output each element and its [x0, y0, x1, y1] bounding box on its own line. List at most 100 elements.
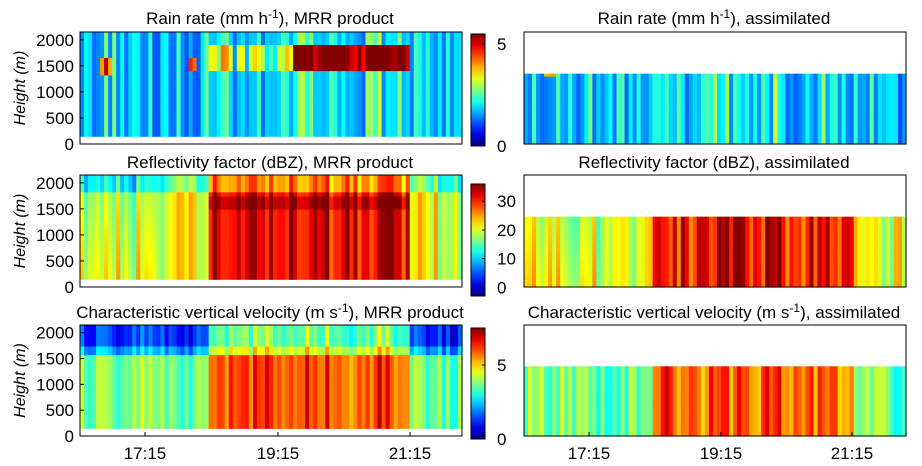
heatmap-cell	[676, 108, 682, 113]
heatmap-cell	[564, 91, 569, 95]
heatmap-cell	[281, 71, 286, 77]
heatmap-cell	[604, 120, 610, 125]
heatmap-cell	[841, 135, 847, 139]
heatmap-cell	[600, 114, 606, 119]
heatmap-cell	[112, 53, 117, 59]
heatmap-cell	[789, 108, 795, 113]
heatmap-cell	[124, 201, 129, 206]
heatmap-cell	[660, 120, 666, 125]
heatmap-cell	[240, 92, 246, 98]
heatmap-cell	[684, 141, 690, 145]
heatmap-cell	[104, 127, 109, 133]
heatmap-cell	[405, 58, 411, 63]
heatmap-cell	[100, 66, 105, 72]
heatmap-cell	[100, 248, 105, 254]
heatmap-cell	[333, 123, 338, 129]
heatmap-cell	[385, 84, 391, 90]
heatmap-cell	[156, 131, 162, 137]
heatmap-cell	[285, 66, 290, 72]
heatmap-cell	[441, 71, 447, 77]
heatmap-cell	[676, 105, 682, 110]
heatmap-cell	[845, 111, 851, 116]
heatmap-cell	[260, 40, 266, 46]
heatmap-cell	[333, 71, 338, 77]
heatmap-cell	[369, 62, 375, 68]
heatmap-cell	[228, 71, 234, 77]
heatmap-cell	[564, 129, 569, 133]
heatmap-cell	[112, 71, 117, 77]
heatmap-cell	[712, 117, 718, 122]
heatmap-cell	[84, 235, 89, 241]
heatmap-cell	[548, 85, 553, 89]
heatmap-cell	[433, 58, 439, 63]
heatmap-cell	[256, 58, 262, 63]
heatmap-cell	[285, 75, 290, 81]
heatmap-cell	[437, 32, 443, 37]
heatmap-cell	[841, 120, 847, 125]
heatmap-cell	[797, 114, 803, 119]
heatmap-cell	[224, 123, 230, 129]
heatmap-cell	[524, 126, 529, 130]
heatmap-cell	[293, 92, 298, 98]
heatmap-cell	[712, 88, 718, 92]
heatmap-cell	[132, 53, 137, 59]
heatmap-cell	[333, 110, 338, 116]
heatmap-cell	[552, 76, 557, 81]
heatmap-cell	[405, 92, 411, 98]
heatmap-cell	[353, 49, 359, 55]
heatmap-cell	[337, 58, 342, 63]
heatmap-cell	[104, 257, 109, 263]
heatmap-cell	[877, 76, 883, 81]
heatmap-cell	[773, 132, 778, 136]
heatmap-cell	[841, 114, 847, 119]
heatmap-cell	[425, 49, 431, 55]
heatmap-cell	[405, 114, 411, 120]
heatmap-cell	[252, 62, 258, 68]
heatmap-cell	[349, 40, 355, 46]
heatmap-cell	[616, 138, 622, 142]
heatmap-cell	[164, 49, 170, 55]
heatmap-cell	[853, 73, 859, 78]
heatmap-cell	[301, 79, 306, 85]
heatmap-cell	[333, 92, 338, 98]
heatmap-cell	[385, 32, 391, 37]
heatmap-cell	[92, 192, 97, 198]
heatmap-cell	[700, 91, 706, 95]
heatmap-cell	[761, 129, 766, 133]
heatmap-cell	[801, 141, 807, 145]
heatmap-cell	[733, 114, 738, 119]
heatmap-cell	[381, 105, 387, 111]
heatmap-cell	[749, 108, 754, 113]
heatmap-cell	[861, 105, 867, 110]
heatmap-cell	[777, 114, 782, 119]
heatmap-cell	[608, 76, 614, 81]
heatmap-cell	[849, 105, 855, 110]
heatmap-cell	[196, 131, 202, 137]
heatmap-cell	[345, 40, 351, 46]
heatmap-cell	[648, 85, 654, 89]
heatmap-cell	[297, 101, 302, 107]
heatmap-cell	[793, 100, 799, 104]
heatmap-cell	[433, 92, 439, 98]
heatmap-cell	[777, 102, 782, 107]
heatmap-cell	[773, 97, 778, 101]
heatmap-cell	[236, 123, 242, 129]
heatmap-cell	[789, 132, 795, 136]
heatmap-cell	[889, 129, 895, 133]
heatmap-cell	[132, 248, 137, 254]
heatmap-cell	[797, 85, 803, 89]
heatmap-cell	[745, 79, 750, 84]
heatmap-cell	[172, 40, 178, 46]
heatmap-cell	[385, 123, 391, 129]
heatmap-cell	[160, 49, 166, 55]
heatmap-cell	[616, 135, 622, 139]
heatmap-cell	[313, 101, 318, 107]
heatmap-cell	[781, 111, 786, 116]
heatmap-cell	[889, 88, 895, 92]
heatmap-cell	[260, 88, 266, 94]
heatmap-cell	[725, 79, 730, 84]
heatmap-cell	[849, 102, 855, 107]
heatmap-cell	[588, 73, 593, 78]
heatmap-cell	[580, 126, 585, 130]
heatmap-cell	[176, 105, 182, 111]
